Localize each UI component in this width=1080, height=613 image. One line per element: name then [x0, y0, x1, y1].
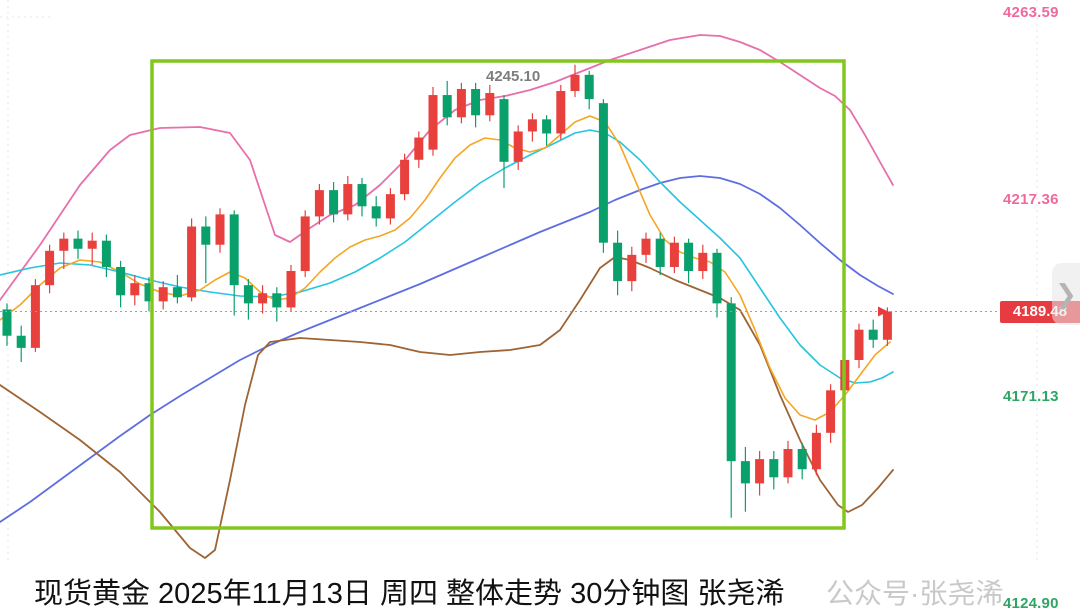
candle	[400, 159, 410, 195]
chart-caption: 现货黄金 2025年11月13日 周四 整体走势 30分钟图 张尧浠	[34, 578, 785, 610]
candle	[371, 206, 381, 219]
candle	[30, 285, 40, 348]
candle	[570, 74, 580, 92]
axis-price-label: 4263.59	[1003, 4, 1059, 21]
scroll-right-button[interactable]: ❯	[1052, 263, 1080, 325]
candle	[513, 131, 523, 162]
candle	[385, 194, 395, 219]
candle	[272, 293, 282, 308]
candle	[414, 137, 424, 160]
candle	[343, 184, 353, 215]
line-ma-fast-orange	[0, 115, 891, 421]
chevron-right-icon: ❯	[1055, 278, 1077, 309]
candle	[286, 271, 296, 308]
candle	[684, 242, 694, 272]
candle	[542, 119, 552, 134]
caption-bar: 公众号·张尧浠 现货黄金 2025年11月13日 周四 整体走势 30分钟图 张…	[0, 560, 1080, 613]
candle	[59, 238, 69, 251]
candle	[726, 303, 736, 462]
candle	[300, 216, 310, 272]
axis-price-label: 4171.13	[1003, 388, 1059, 405]
candle	[584, 74, 594, 100]
candle	[116, 266, 126, 296]
candle	[158, 287, 168, 302]
candle	[144, 283, 154, 302]
candle	[172, 287, 182, 298]
line-bollinger-lower-brown	[0, 256, 894, 559]
candle	[811, 432, 821, 470]
candle	[882, 311, 892, 340]
candle	[101, 240, 111, 267]
watermark-text: 公众号·张尧浠	[826, 578, 1004, 609]
candle	[442, 95, 452, 118]
candle	[357, 184, 367, 207]
candle	[258, 293, 268, 304]
candle	[45, 250, 55, 286]
candle	[755, 459, 765, 484]
candle	[187, 226, 197, 298]
candle	[854, 329, 864, 361]
candle	[598, 103, 608, 243]
trend-annotation-box	[150, 59, 846, 530]
candle	[797, 448, 807, 470]
candle	[641, 238, 651, 255]
candle	[669, 242, 679, 267]
candle	[698, 252, 708, 272]
candle	[16, 335, 26, 348]
axis-price-label: 4217.36	[1003, 191, 1059, 208]
candle	[243, 285, 253, 304]
candle	[428, 95, 438, 150]
candle	[229, 214, 239, 286]
candle	[783, 448, 793, 478]
candle	[556, 91, 566, 134]
candle	[527, 119, 537, 132]
candle	[627, 254, 637, 282]
candle	[87, 240, 97, 249]
candle	[769, 459, 779, 478]
candle	[485, 93, 495, 116]
candle	[201, 226, 211, 245]
candle	[868, 329, 878, 340]
candle	[613, 242, 623, 282]
line-bollinger-upper-pink	[0, 34, 894, 301]
candle	[456, 88, 466, 118]
axis-price-label: 4124.90	[1003, 595, 1059, 612]
candle	[314, 190, 324, 217]
candle	[740, 461, 750, 484]
current-price-marker-icon	[878, 306, 888, 317]
high-price-annotation: 4245.10	[486, 68, 541, 85]
candle	[826, 390, 836, 433]
candle	[2, 309, 12, 336]
line-ma-slow-blue	[0, 175, 894, 523]
candle	[215, 214, 225, 245]
candle	[329, 190, 339, 215]
candle	[471, 88, 481, 116]
candle	[499, 99, 509, 162]
candle	[655, 238, 665, 267]
candle	[130, 283, 140, 296]
candle	[73, 238, 83, 249]
candle	[712, 252, 722, 304]
